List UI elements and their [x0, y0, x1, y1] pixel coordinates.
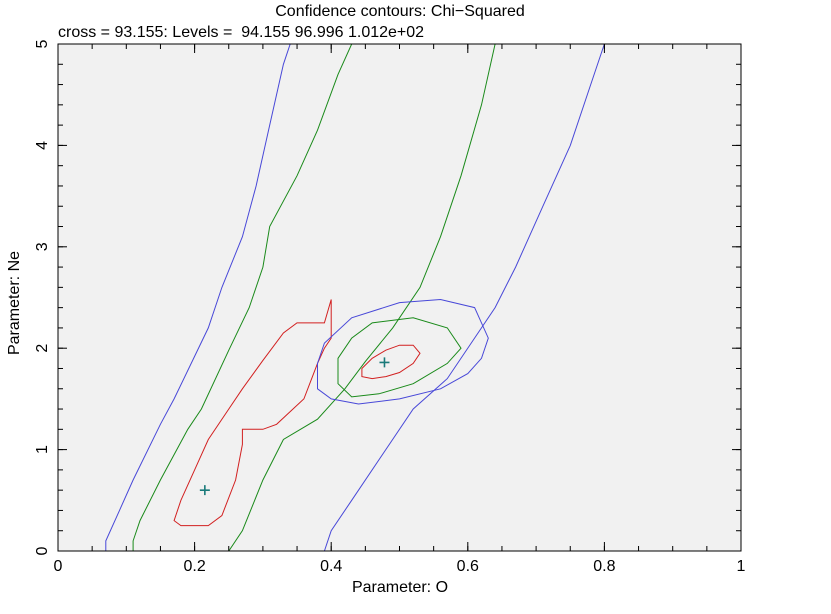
x-axis-label: Parameter: O	[352, 579, 448, 596]
y-tick-label: 1	[34, 445, 51, 454]
contour-line-3	[132, 44, 353, 551]
x-tick-label: 0.4	[320, 558, 342, 575]
y-tick-label: 4	[34, 141, 51, 150]
contour-line-6	[105, 44, 291, 551]
y-tick-label: 2	[34, 344, 51, 353]
x-tick-label: 0	[54, 558, 63, 575]
chart-title: Confidence contours: Chi−Squared	[275, 3, 525, 20]
contour-line-8	[317, 298, 489, 405]
chart-subtitle: cross = 93.155: Levels = 94.155 96.996 1…	[58, 24, 424, 41]
best-fit-markers	[199, 357, 390, 496]
contour-line-1	[173, 299, 332, 527]
contour-line-2	[361, 344, 421, 380]
best-fit-marker-1	[199, 485, 210, 496]
axis-ticks: 0 0.2 0.4 0.6 0.8 1 0 1 2 3 4 5	[34, 39, 746, 575]
y-tick-label: 3	[34, 242, 51, 251]
x-tick-label: 0.8	[593, 558, 615, 575]
x-tick-label: 0.6	[457, 558, 479, 575]
contour-lines	[105, 44, 605, 551]
contour-line-4	[228, 44, 496, 551]
x-tick-label: 0.2	[183, 558, 205, 575]
y-axis-label: Parameter: Ne	[6, 251, 23, 355]
best-fit-marker-2	[379, 357, 390, 368]
y-tick-label: 5	[34, 39, 51, 48]
x-tick-label: 1	[737, 558, 746, 575]
y-tick-label: 0	[34, 546, 51, 555]
plot-area	[58, 44, 741, 551]
contour-line-7	[323, 44, 605, 551]
contour-line-5	[337, 317, 462, 398]
